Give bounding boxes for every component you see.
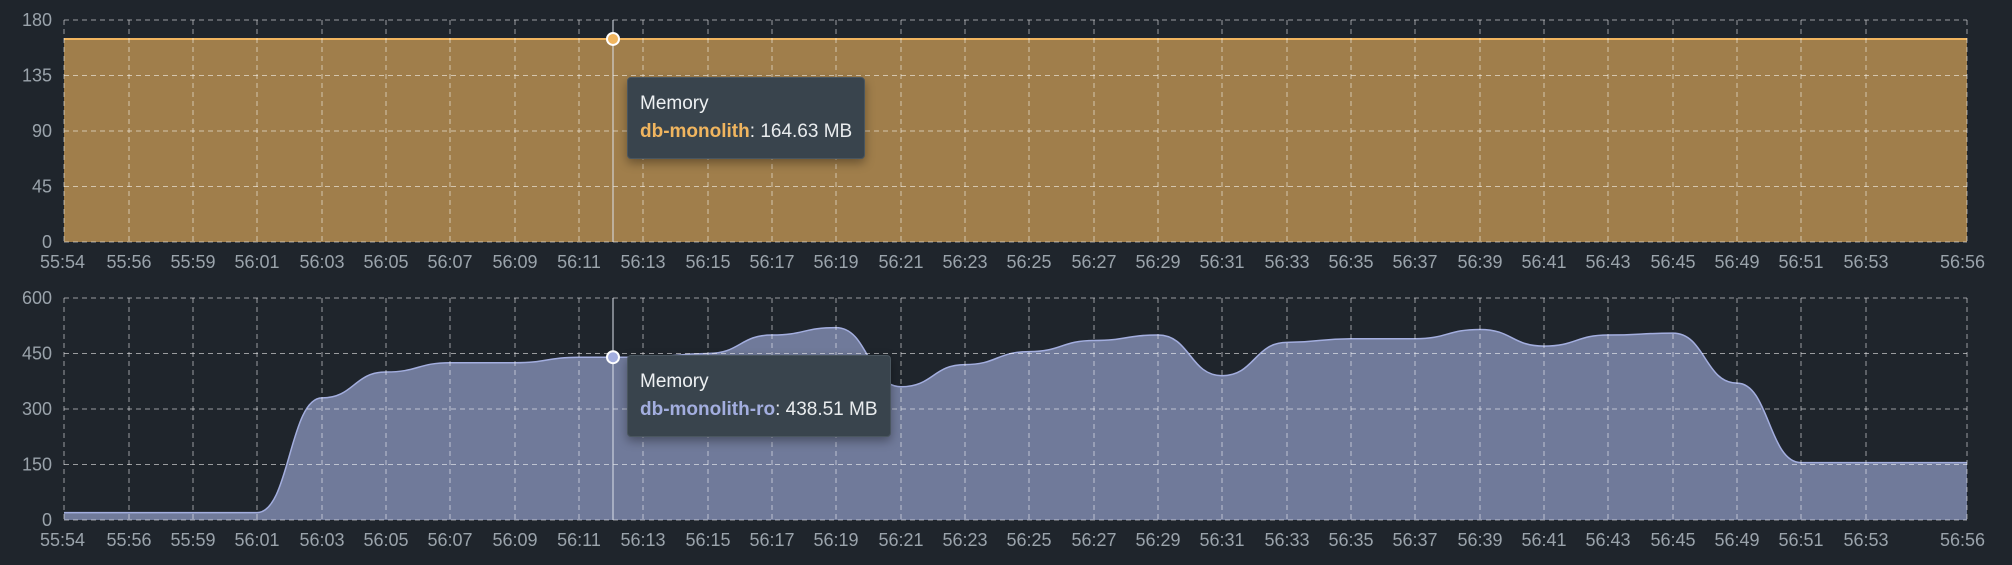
tooltip-colon: :: [775, 399, 786, 420]
chart-panel-2: 0 150 300 450 600 55:54 55:56 55:59 56:01 56:03 56…: [22, 288, 1985, 550]
x-tick-label: 56:11: [557, 530, 601, 550]
x-tick-label: 56:35: [1328, 252, 1373, 272]
y-tick-label: 90: [32, 121, 52, 141]
x-tick-label: 56:39: [1457, 252, 1502, 272]
x-tick-label: 56:01: [234, 252, 279, 272]
x-tick-label: 56:45: [1650, 530, 1695, 550]
x-tick-label: 56:31: [1199, 252, 1244, 272]
x-tick-label: 56:15: [685, 252, 730, 272]
tooltip-value: 438.51 MB: [785, 399, 878, 420]
x-tick-label: 56:39: [1457, 530, 1502, 550]
x-tick-label: 56:09: [492, 530, 537, 550]
x-tick-label: 56:23: [942, 252, 987, 272]
x-tick-label: 56:56: [1940, 530, 1985, 550]
y-tick-label: 180: [22, 10, 52, 30]
x-tick-label: 56:25: [1006, 530, 1051, 550]
x-tick-label: 55:54: [40, 252, 85, 272]
x-tick-label: 56:05: [363, 530, 408, 550]
x-tick-label: 56:53: [1843, 530, 1888, 550]
x-tick-label: 56:43: [1585, 252, 1630, 272]
x-tick-label: 56:33: [1264, 530, 1309, 550]
series-area: [64, 327, 1967, 520]
x-tick-label: 56:19: [813, 530, 858, 550]
x-tick-label: 56:51: [1778, 530, 1823, 550]
y-tick-label: 0: [42, 232, 52, 252]
x-tick-label: 56:09: [492, 252, 537, 272]
tooltip-series-name: db-monolith: [640, 121, 750, 142]
tooltip-series-name: db-monolith-ro: [640, 399, 776, 420]
y-tick-label: 150: [22, 455, 52, 475]
x-tick-label: 56:53: [1843, 252, 1888, 272]
x-tick-label: 56:43: [1585, 530, 1630, 550]
chart-panel-1: 0 45 90 135 180 55:54 55:56 55:59 56:01 56:03 56:0…: [22, 10, 1985, 272]
y-tick-label: 45: [32, 177, 52, 197]
x-tick-label: 56:13: [620, 252, 665, 272]
x-tick-label: 56:17: [749, 252, 794, 272]
x-tick-label: 56:56: [1940, 252, 1985, 272]
x-tick-label: 55:56: [106, 530, 151, 550]
x-tick-label: 56:03: [299, 530, 344, 550]
x-tick-label: 56:07: [427, 252, 472, 272]
x-tick-label: 55:59: [170, 530, 215, 550]
x-tick-label: 56:37: [1392, 252, 1437, 272]
series-area: [64, 38, 1967, 243]
tooltip-value: 164.63 MB: [760, 121, 853, 142]
y-tick-label: 450: [22, 344, 52, 364]
x-tick-label: 55:56: [106, 252, 151, 272]
x-tick-label: 55:59: [170, 252, 215, 272]
tooltip-colon: :: [749, 121, 761, 142]
x-tick-label: 56:03: [299, 252, 344, 272]
x-tick-label: 56:25: [1006, 252, 1051, 272]
x-tick-label: 56:45: [1650, 252, 1695, 272]
x-tick-label: 56:49: [1714, 252, 1759, 272]
x-tick-label: 56:15: [685, 530, 730, 550]
y-tick-label: 135: [22, 66, 52, 86]
x-tick-label: 56:17: [749, 530, 794, 550]
x-tick-label: 56:21: [878, 252, 923, 272]
x-tick-label: 56:41: [1521, 252, 1566, 272]
x-tick-label: 56:41: [1521, 530, 1566, 550]
x-tick-label: 56:27: [1071, 530, 1116, 550]
x-tick-label: 56:23: [942, 530, 987, 550]
x-tick-label: 56:07: [427, 530, 472, 550]
x-tick-label: 56:13: [620, 530, 665, 550]
tooltip-title: Memory: [640, 371, 709, 392]
hover-marker: [606, 350, 620, 365]
x-tick-label: 56:49: [1714, 530, 1759, 550]
y-tick-label: 300: [22, 399, 52, 419]
series-line: [64, 326, 1967, 514]
x-tick-label: 56:35: [1328, 530, 1373, 550]
tooltip-row: db-monolith-ro: 438.51 MB: [640, 396, 878, 424]
x-tick-label: 56:51: [1778, 252, 1823, 272]
hover-marker: [606, 31, 620, 46]
x-tick-label: 55:54: [40, 530, 85, 550]
y-tick-label: 600: [22, 288, 52, 308]
x-tick-label: 56:31: [1199, 530, 1244, 550]
x-tick-label: 56:29: [1135, 530, 1180, 550]
x-tick-label: 56:33: [1264, 252, 1309, 272]
x-tick-label: 56:27: [1071, 252, 1116, 272]
x-tick-label: 56:01: [234, 530, 279, 550]
tooltip-row: db-monolith: 164.63 MB: [640, 118, 852, 146]
x-tick-label: 56:37: [1392, 530, 1437, 550]
x-tick-label: 56:11: [557, 252, 601, 272]
x-tick-label: 56:05: [363, 252, 408, 272]
x-tick-label: 56:29: [1135, 252, 1180, 272]
x-tick-label: 56:21: [878, 530, 923, 550]
y-tick-label: 0: [42, 510, 52, 530]
tooltip-top-chart: Memory db-monolith: 164.63 MB: [627, 77, 866, 159]
x-tick-label: 56:19: [813, 252, 858, 272]
tooltip-bottom-chart: Memory db-monolith-ro: 438.51 MB: [627, 355, 891, 437]
tooltip-title: Memory: [640, 93, 709, 114]
